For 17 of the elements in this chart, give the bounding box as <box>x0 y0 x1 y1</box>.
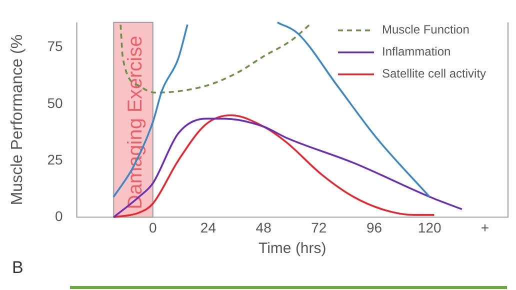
y-axis-title: Muscle Performance (% <box>9 34 26 206</box>
x-tick-label: 96 <box>366 219 382 236</box>
x-tick-label: 48 <box>256 219 272 236</box>
text: B <box>12 258 24 278</box>
x-tick-label: 0 <box>148 219 157 236</box>
y-tick-label: 25 <box>47 151 63 168</box>
x-tick-label: 120 <box>418 219 442 236</box>
legend-label: Muscle Function <box>382 22 470 37</box>
x-tick-label: 24 <box>200 219 216 236</box>
y-tick-label: 50 <box>47 94 63 111</box>
legend-label: Satellite cell activity <box>382 66 486 81</box>
x-tick-label: 72 <box>311 219 327 236</box>
y-tick-label: 75 <box>47 38 63 54</box>
x-tick-label: + <box>480 219 490 236</box>
legend-label: Inflammation <box>382 44 451 59</box>
x-axis-title: Time (hrs) <box>258 240 326 258</box>
y-tick-label: 0 <box>54 208 63 224</box>
